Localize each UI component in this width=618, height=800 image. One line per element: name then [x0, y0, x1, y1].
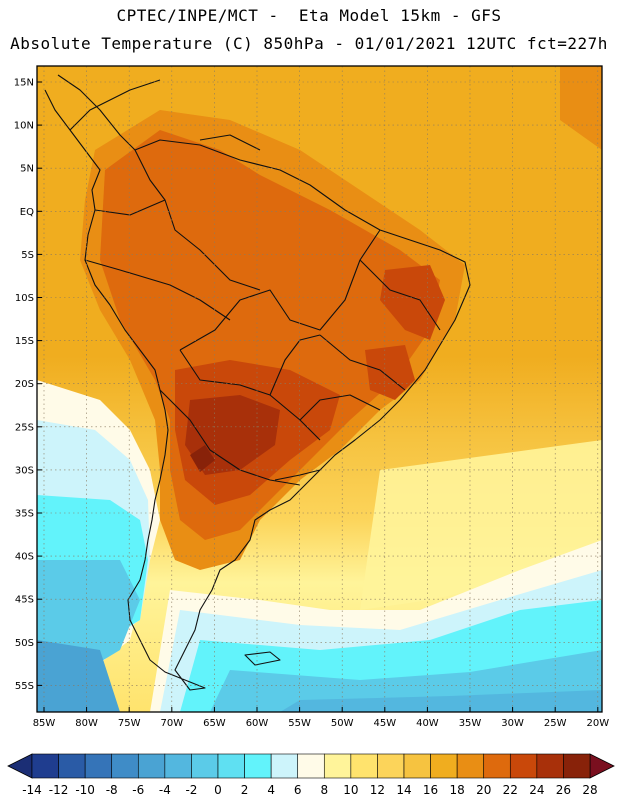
colorbar-label: -2	[185, 783, 197, 797]
lat-label: 25S	[15, 422, 34, 433]
colorbar-label: 18	[450, 783, 465, 797]
colorbar-label: 2	[241, 783, 249, 797]
colorbar-label: 0	[214, 783, 222, 797]
lon-label: 55W	[288, 718, 311, 729]
lat-label: 5S	[21, 250, 34, 261]
map-title-line-2: Absolute Temperature (C) 850hPa - 01/01/…	[10, 34, 608, 53]
lon-label: 20W	[586, 718, 609, 729]
lon-label: 85W	[33, 718, 56, 729]
colorbar-swatch	[270, 753, 299, 779]
colorbar-over-arrow	[589, 753, 615, 779]
lon-label: 35W	[459, 718, 482, 729]
lon-label: 25W	[544, 718, 567, 729]
colorbar-swatch	[403, 753, 431, 779]
colorbar-swatch	[217, 753, 245, 779]
lon-label: 30W	[501, 718, 524, 729]
colorbar-swatch	[536, 753, 564, 779]
colorbar: -14 -12 -10 -8 -6 -4 -2 0 2 4 6 8 10 12 14 16 18 20 22 24 26…	[7, 753, 615, 797]
colorbar-swatch	[244, 753, 272, 779]
colorbar-label: -14	[22, 783, 42, 797]
colorbar-swatch	[31, 753, 59, 779]
colorbar-swatch	[297, 753, 325, 779]
colorbar-label: 12	[370, 783, 385, 797]
colorbar-swatch	[456, 753, 485, 779]
lat-label: 35S	[15, 509, 34, 520]
longitude-labels: 85W 80W 75W 70W 65W 60W 55W 50W 45W 40W 35W 30W 25W 2…	[33, 707, 609, 729]
colorbar-swatch	[58, 753, 86, 779]
colorbar-label: -10	[75, 783, 95, 797]
lon-label: 75W	[118, 718, 141, 729]
colorbar-label: 20	[476, 783, 491, 797]
colorbar-swatch	[509, 753, 538, 779]
colorbar-swatch	[563, 753, 591, 779]
colorbar-label: -6	[132, 783, 144, 797]
colorbar-swatch	[323, 753, 352, 779]
lat-label: 15S	[15, 336, 34, 347]
colorbar-label: 8	[320, 783, 328, 797]
colorbar-label: 10	[343, 783, 358, 797]
lat-label: 55S	[15, 681, 34, 692]
colorbar-label: -4	[159, 783, 171, 797]
colorbar-swatch	[377, 753, 405, 779]
map-title-line-1: CPTEC/INPE/MCT - Eta Model 15km - GFS	[116, 6, 502, 25]
lat-label: 45S	[15, 595, 34, 606]
lat-label: 15N	[14, 78, 34, 89]
lat-label: 20S	[15, 379, 34, 390]
colorbar-swatch	[137, 753, 166, 779]
temperature-field	[37, 66, 602, 712]
colorbar-swatch	[111, 753, 139, 779]
lon-label: 65W	[203, 718, 226, 729]
colorbar-swatch	[430, 753, 458, 779]
colorbar-swatch	[84, 753, 113, 779]
colorbar-label: 6	[294, 783, 302, 797]
colorbar-swatch	[164, 753, 192, 779]
lat-label: 40S	[15, 552, 34, 563]
colorbar-label: 14	[396, 783, 411, 797]
colorbar-label: 26	[556, 783, 571, 797]
colorbar-label: 22	[503, 783, 518, 797]
coastline	[44, 74, 471, 691]
lat-label: 30S	[15, 465, 34, 476]
lon-label: 80W	[75, 718, 98, 729]
lon-label: 40W	[416, 718, 439, 729]
lat-label: 10S	[15, 293, 34, 304]
colorbar-swatch	[191, 753, 219, 779]
latitude-labels: 15N 10N 5N EQ 5S 10S 15S 20S 25S 30S 35S 40S 45S 50S 5…	[14, 78, 42, 692]
lat-label: 10N	[14, 121, 34, 132]
lat-label: 5N	[20, 164, 34, 175]
colorbar-under-arrow	[7, 753, 33, 779]
lat-label: EQ	[20, 207, 34, 218]
lon-label: 50W	[331, 718, 354, 729]
lat-label: 50S	[15, 638, 34, 649]
colorbar-label: 28	[582, 783, 597, 797]
lon-label: 60W	[246, 718, 269, 729]
colorbar-label: 4	[267, 783, 275, 797]
map-frame	[36, 65, 603, 713]
colorbar-swatch	[483, 753, 511, 779]
colorbar-label: 16	[423, 783, 438, 797]
colorbar-label: -8	[106, 783, 118, 797]
colorbar-swatch	[350, 753, 378, 779]
colorbar-label: 24	[529, 783, 544, 797]
colorbar-label: -12	[49, 783, 69, 797]
lon-label: 70W	[160, 718, 183, 729]
lon-label: 45W	[373, 718, 396, 729]
